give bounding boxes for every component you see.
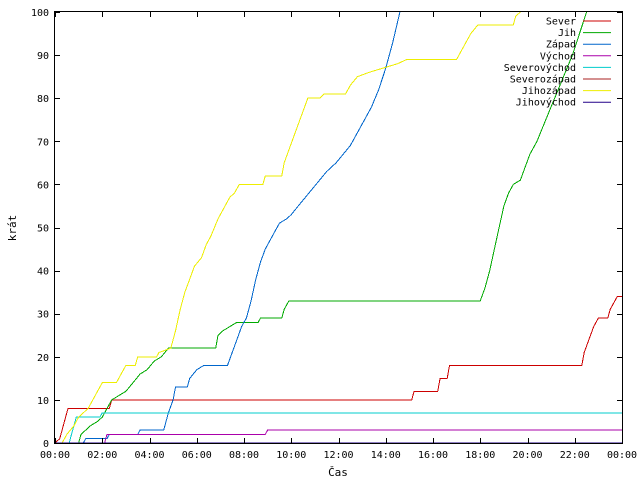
x-tick-label: 20:00	[512, 450, 542, 461]
y-tick-label: 90	[37, 51, 49, 62]
legend-label: Severovýchod	[504, 62, 576, 74]
x-tick-label: 02:00	[87, 450, 117, 461]
series-line-2	[55, 11, 588, 444]
y-tick-label: 100	[31, 8, 49, 19]
series-line-4	[55, 429, 622, 444]
x-tick-label: 10:00	[276, 450, 306, 461]
x-tick-label: 18:00	[465, 450, 495, 461]
x-tick-label: 14:00	[371, 450, 401, 461]
x-tick-label: 16:00	[418, 450, 448, 461]
y-tick-label: 80	[37, 94, 49, 105]
y-tick-label: 70	[37, 137, 49, 148]
x-tick-label: 00:00	[40, 450, 70, 461]
y-tick-label: 50	[37, 224, 49, 235]
plot-frame	[54, 11, 623, 444]
series-line-1	[54, 296, 622, 444]
y-tick-label: 40	[37, 267, 49, 278]
y-axis-label: krát	[6, 215, 19, 242]
x-tick-label: 00:00	[607, 450, 637, 461]
x-tick-label: 08:00	[229, 450, 259, 461]
legend-label: Východ	[540, 50, 576, 62]
x-tick-label: 04:00	[134, 450, 164, 461]
legend: SeverJihZápadVýchodSeverovýchodSeverozáp…	[504, 17, 611, 109]
y-tick-label: 20	[37, 353, 49, 364]
series-line-7	[55, 11, 521, 444]
legend-label: Sever	[546, 17, 576, 28]
y-tick-label: 10	[37, 396, 49, 407]
legend-label: Západ	[546, 39, 576, 51]
x-tick-label: 06:00	[182, 450, 212, 461]
legend-label: Jihovýchod	[516, 97, 576, 109]
x-tick-label: 12:00	[323, 450, 353, 461]
legend-label: Severozápad	[510, 74, 576, 86]
series-line-5	[55, 412, 622, 444]
series-line-3	[55, 11, 401, 444]
legend-label: Jih	[558, 28, 576, 39]
y-tick-label: 0	[43, 439, 49, 450]
x-axis-label: Čas	[328, 466, 348, 479]
ticks-layer: 00:00 02:00 04:00 06:00 08:00 10:00 12:00 14:00…	[31, 8, 637, 461]
y-tick-label: 30	[37, 310, 49, 321]
x-tick-label: 22:00	[560, 450, 590, 461]
legend-label: Jihozápad	[522, 85, 576, 97]
y-tick-label: 60	[37, 180, 49, 191]
